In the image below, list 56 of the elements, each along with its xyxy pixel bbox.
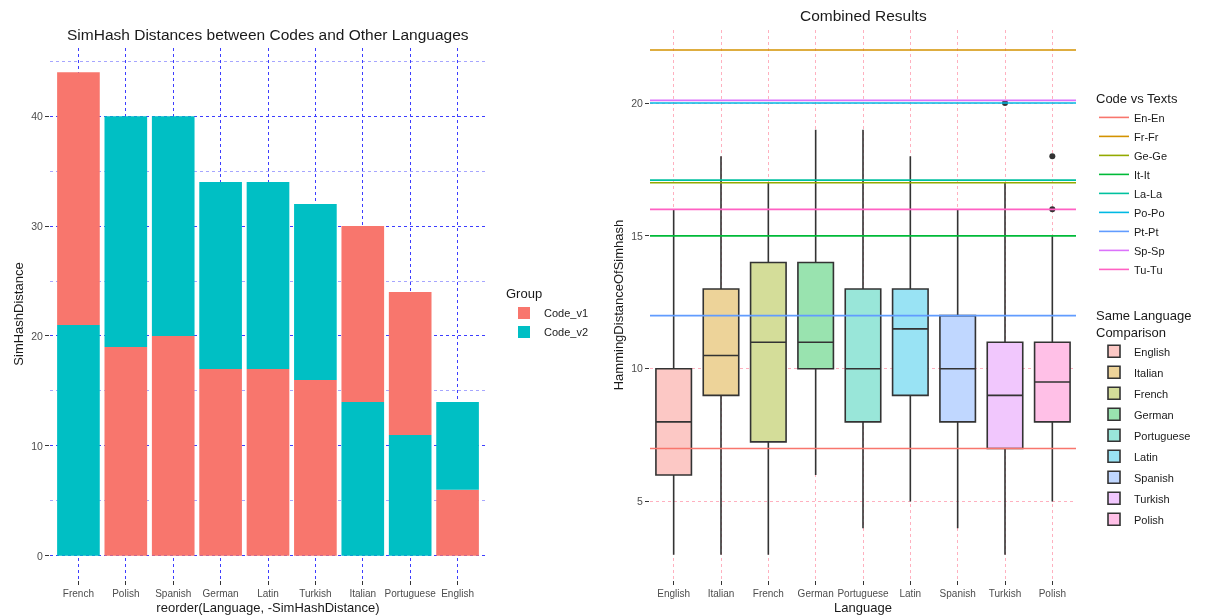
legend-title: Group <box>506 286 543 302</box>
y-tick-label: 20 <box>631 96 644 109</box>
legend-label: La-La <box>1134 187 1164 200</box>
chart-title: Combined Results <box>800 7 927 24</box>
x-tick-label: French <box>62 588 94 599</box>
y-tick-label: 40 <box>31 109 44 122</box>
legend-label: Polish <box>1134 513 1164 526</box>
x-tick-label: Portuguese <box>384 588 437 599</box>
x-axis-title: reorder(Language, -SimHashDistance) <box>156 599 380 615</box>
legend-label: Latin <box>1134 450 1158 463</box>
x-tick-label: German <box>797 588 834 599</box>
x-tick-label: Turkish <box>988 588 1022 599</box>
x-tick-label: Polish <box>112 588 140 599</box>
text: Code vs Texts <box>1096 90 1178 106</box>
legend-label: Tu-Tu <box>1134 263 1163 276</box>
text: Same Language Comparison <box>1096 307 1192 340</box>
y-tick-label: 10 <box>631 362 644 375</box>
x-tick-label: Spanish <box>155 588 192 599</box>
x-tick-label: English <box>657 588 691 599</box>
legend-label: Fr-Fr <box>1134 130 1159 143</box>
legend-label: It-It <box>1134 168 1150 181</box>
legend-label: English <box>1134 345 1171 358</box>
legend-label: Portuguese <box>1134 429 1191 442</box>
x-axis-title: Language <box>834 599 892 615</box>
x-tick-label: German <box>202 588 239 599</box>
y-tick-label: 15 <box>631 229 644 242</box>
y-tick-label: 20 <box>31 329 44 342</box>
y-tick-label: 30 <box>31 219 44 232</box>
legend-label: German <box>1134 408 1174 421</box>
legend-label: Italian <box>1134 366 1164 379</box>
x-tick-label: Latin <box>257 588 279 599</box>
x-tick-label: Spanish <box>939 588 976 599</box>
legend-label: Ge-Ge <box>1134 149 1168 162</box>
x-tick-label: French <box>752 588 784 599</box>
legend-label: Po-Po <box>1134 206 1165 219</box>
chart-title: SimHash Distances between Codes and Other Languages <box>67 26 469 43</box>
x-tick-label: English <box>441 588 474 599</box>
legend-label: Pt-Pt <box>1134 225 1159 238</box>
legend-label: Sp-Sp <box>1134 244 1165 257</box>
legend-label: Spanish <box>1134 471 1174 484</box>
y-tick-label: 0 <box>37 549 44 562</box>
y-tick-label: 10 <box>31 439 44 452</box>
legend-label: Turkish <box>1134 492 1170 505</box>
legend-label: En-En <box>1134 111 1165 124</box>
y-tick-label: 5 <box>637 495 644 508</box>
x-tick-label: Portuguese <box>837 588 890 599</box>
legend-label: French <box>1134 387 1169 400</box>
legend-label: Code_v1 <box>544 307 589 320</box>
legend-label: Code_v2 <box>544 326 589 339</box>
x-tick-label: Latin <box>899 588 922 599</box>
x-tick-label: Turkish <box>299 588 332 599</box>
x-tick-label: Polish <box>1038 588 1066 599</box>
x-tick-label: Italian <box>349 588 377 599</box>
x-tick-label: Italian <box>707 588 735 599</box>
y-axis-title: HammingDistanceOfSimhash <box>611 219 627 391</box>
y-axis-title: SimHashDistance <box>11 262 27 366</box>
